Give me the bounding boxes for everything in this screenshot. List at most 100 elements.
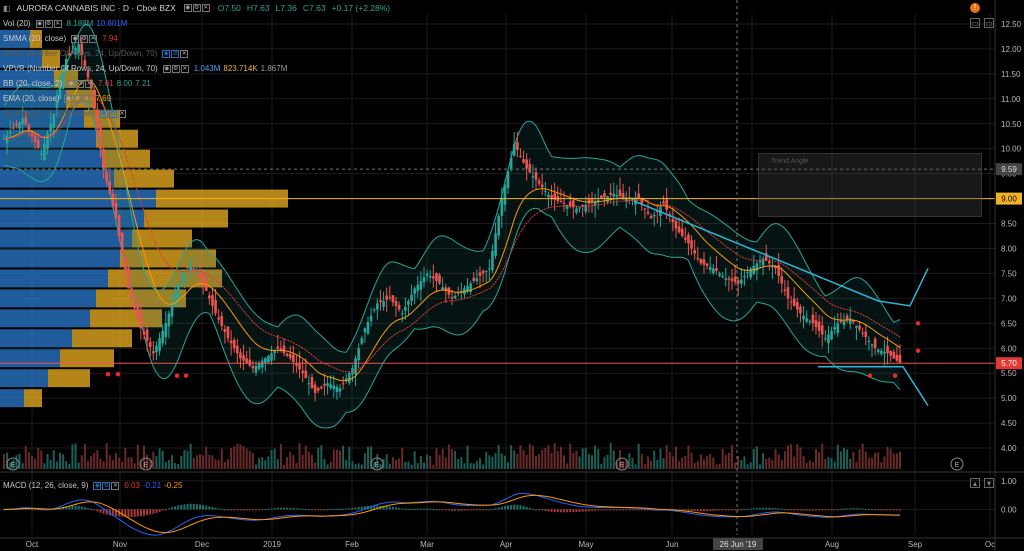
volume-bar (469, 463, 472, 469)
close-icon[interactable]: ✕ (89, 35, 98, 43)
macd-buttons[interactable]: ◉ ⚙ ✕ (93, 482, 120, 490)
volume-bar (485, 451, 488, 469)
legend-label[interactable]: BB (20, close, 2) (3, 79, 63, 88)
legend-label[interactable]: EMA (20, close) (3, 94, 60, 103)
symbol-header: ◧ AURORA CANNABIS INC · D · Cboe BZX ◉ ⚙ ✕… (3, 3, 390, 13)
settings-icon[interactable]: ⚙ (171, 65, 180, 73)
header-buttons[interactable]: ◉ ⚙ ✕ (183, 4, 210, 12)
volume-bar (323, 459, 326, 469)
legend-buttons[interactable]: ◉ ⚙ ✕ (162, 65, 189, 73)
volume-bar (438, 455, 441, 469)
macd-hist-bar (727, 509, 730, 511)
volume-bar (55, 461, 58, 469)
legend-buttons[interactable]: ◉ ⚙ ✕ (100, 110, 127, 118)
legend-label[interactable]: Vol (20) (3, 19, 31, 28)
candle-body (792, 298, 796, 306)
vp-up-bar (0, 309, 90, 328)
last-price-tag: 5.70 (1001, 359, 1017, 368)
eye-icon[interactable]: ◉ (93, 482, 102, 490)
legend-label[interactable]: Lin Reg (2, -2, 100, close) (3, 109, 96, 118)
settings-icon[interactable]: ⚙ (44, 20, 53, 28)
macd-hist-bar (783, 509, 786, 511)
settings-icon[interactable]: ⚙ (73, 95, 82, 103)
macd-hist-bar (447, 509, 450, 511)
candle-body (348, 373, 351, 383)
settings-icon[interactable]: ⚙ (76, 80, 85, 88)
volume-bar (544, 447, 547, 469)
eye-icon[interactable]: ◉ (183, 4, 192, 12)
volume-bar (77, 462, 80, 469)
symbol-title[interactable]: AURORA CANNABIS INC · D · Cboe BZX (16, 3, 176, 13)
restore-icon[interactable]: ▭ (984, 18, 994, 28)
settings-icon[interactable]: ⚙ (192, 4, 201, 12)
symbol-icon[interactable]: ◧ (3, 3, 11, 13)
candle-body (142, 331, 146, 335)
y-tick-label: 10.00 (1001, 145, 1022, 154)
volume-bar (603, 456, 606, 469)
settings-icon[interactable]: ⚙ (102, 482, 111, 490)
volume-bar (136, 444, 139, 469)
macd-hist-bar (230, 509, 233, 511)
legend-buttons[interactable]: ◉ ⚙ ✕ (67, 80, 94, 88)
earnings-label: E (375, 462, 380, 469)
eye-icon[interactable]: ◉ (67, 80, 76, 88)
eye-icon[interactable]: ◉ (64, 95, 73, 103)
legend-buttons[interactable]: ◉ ⚙ ✕ (64, 95, 91, 103)
candle-body (802, 315, 805, 320)
warning-icon[interactable]: ! (970, 3, 980, 13)
legend-label[interactable]: VPVR (Number Of Rows, 24, Up/Down, 70) (3, 64, 158, 73)
settings-icon[interactable]: ⚙ (80, 35, 89, 43)
close-icon[interactable]: ✕ (85, 80, 94, 88)
maximize-icon[interactable]: ▭ (970, 18, 980, 28)
close-icon[interactable]: ✕ (111, 482, 120, 490)
settings-icon[interactable]: ⚙ (109, 110, 118, 118)
volume-bar (531, 445, 534, 469)
eye-icon[interactable]: ◉ (35, 20, 44, 28)
eye-icon[interactable]: ◉ (71, 35, 80, 43)
candle-body (568, 201, 572, 207)
volume-bar (572, 452, 575, 469)
vp-up-bar (0, 209, 144, 228)
volume-bar (416, 463, 419, 469)
eye-icon[interactable]: ◉ (162, 65, 171, 73)
close-icon[interactable]: ✕ (180, 65, 189, 73)
volume-bar (843, 447, 845, 469)
candle-body (186, 267, 189, 269)
macd-hist-bar (606, 509, 609, 511)
candle-body (621, 193, 625, 198)
eye-icon[interactable]: ◉ (162, 50, 171, 58)
legend-buttons[interactable]: ◉ ⚙ ✕ (162, 50, 189, 58)
candle-body (730, 278, 734, 281)
candle-body (559, 200, 563, 203)
close-icon[interactable]: ✕ (82, 95, 91, 103)
candle-body (99, 126, 102, 149)
legend-buttons[interactable]: ◉ ⚙ ✕ (35, 20, 62, 28)
volume-bar (737, 456, 740, 469)
settings-icon[interactable]: ⚙ (171, 50, 180, 58)
candle-body (52, 113, 56, 128)
macd-maximize-icon[interactable]: ▴ (970, 478, 980, 488)
volume-bar (68, 463, 71, 469)
close-icon[interactable]: ✕ (53, 20, 62, 28)
candle-body (27, 125, 31, 131)
candle-body (248, 359, 252, 366)
macd-label[interactable]: MACD (12, 26, close, 9) (3, 481, 89, 490)
eye-icon[interactable]: ◉ (100, 110, 109, 118)
candle-body (12, 127, 15, 129)
close-icon[interactable]: ✕ (118, 110, 127, 118)
macd-hist-bar (444, 509, 447, 511)
volume-bar (255, 464, 257, 469)
legend-label[interactable]: VPSV (Number Of Rows, 24, Up/Down, 70) (3, 49, 158, 58)
legend-buttons[interactable]: ◉ ⚙ ✕ (71, 35, 98, 43)
macd-hist-bar (335, 508, 338, 510)
close-icon[interactable]: ✕ (180, 50, 189, 58)
close-icon[interactable]: ✕ (201, 4, 210, 12)
legend-0: Vol (20) ◉ ⚙ ✕ 8.188M 10.801M (3, 19, 127, 29)
candle-body (780, 276, 784, 284)
candle-body (475, 278, 479, 282)
legend-label[interactable]: SMMA (20, close) (3, 34, 67, 43)
macd-collapse-icon[interactable]: ▾ (984, 478, 994, 488)
